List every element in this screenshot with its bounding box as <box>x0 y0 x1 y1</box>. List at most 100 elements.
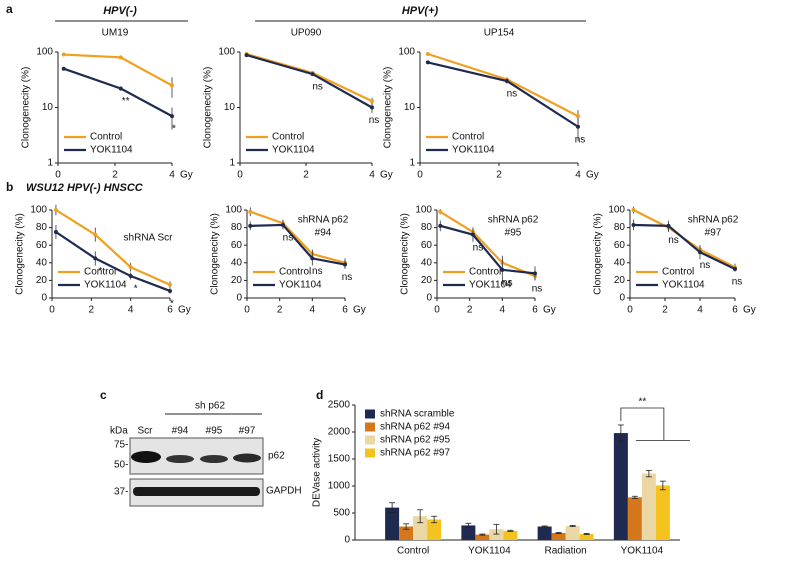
band-label: p62 <box>268 451 285 462</box>
x-tick-label: 2 <box>112 170 118 181</box>
data-line <box>55 209 171 286</box>
data-point <box>438 209 443 214</box>
mw-marker: 37- <box>114 487 128 498</box>
legend-label: Control <box>469 267 501 278</box>
y-tick-label: 10 <box>224 102 236 113</box>
band <box>131 451 161 463</box>
chart-title: #94 <box>315 228 332 239</box>
data-line <box>249 210 346 264</box>
legend-label: Control <box>279 267 311 278</box>
significance-label: ns <box>732 277 743 288</box>
legend-label: shRNA p62 #97 <box>380 448 450 459</box>
legend-label: Control <box>452 132 484 143</box>
y-tick-label: 40 <box>231 257 243 268</box>
significance-label: * <box>172 124 176 135</box>
blot-group-label: sh p62 <box>195 401 225 412</box>
x-tick-label: 4 <box>128 305 134 316</box>
legend-label: YOK1104 <box>469 280 512 291</box>
lane-label: #97 <box>239 426 256 437</box>
y-tick-label: 2000 <box>328 427 351 438</box>
y-tick-label: 40 <box>614 257 626 268</box>
bar <box>565 525 580 540</box>
data-point <box>343 262 347 267</box>
bar <box>641 473 656 540</box>
data-point <box>504 79 509 84</box>
bar <box>613 433 628 540</box>
y-tick-label: 100 <box>225 205 242 216</box>
y-tick-label: 100 <box>218 47 235 58</box>
panel-label: d <box>316 388 323 402</box>
significance-label: ns <box>700 260 711 271</box>
y-tick-label: 500 <box>333 508 350 519</box>
x-axis-label: Gy <box>353 305 366 316</box>
y-axis-label: DEVase activity <box>312 438 323 507</box>
data-point <box>170 114 174 119</box>
data-point <box>370 99 374 104</box>
data-point <box>128 274 133 278</box>
x-tick-label: 6 <box>532 305 538 316</box>
bar <box>385 507 400 540</box>
y-tick-label: 1 <box>47 158 53 169</box>
legend-swatch <box>365 422 375 432</box>
y-tick-label: 0 <box>426 293 432 304</box>
y-axis-label: Clonogenecity (%) <box>15 213 26 295</box>
legend-label: YOK1104 <box>90 145 133 156</box>
significance-label: * <box>170 299 174 310</box>
legend-label: YOK1104 <box>662 280 705 291</box>
x-tick-label: 4 <box>697 305 703 316</box>
x-tick-label: 4 <box>169 170 175 181</box>
blot-unit: kDa <box>110 426 128 437</box>
data-point <box>631 222 636 227</box>
data-point <box>733 266 737 271</box>
data-point <box>370 105 374 110</box>
y-axis-label: Clonogenecity (%) <box>203 67 214 149</box>
panel-label: a <box>6 2 13 16</box>
data-line <box>427 61 579 128</box>
data-point <box>170 83 174 88</box>
bar <box>399 526 414 540</box>
data-point <box>310 256 315 261</box>
y-tick-label: 20 <box>231 275 243 286</box>
x-tick-label: 0 <box>434 305 440 316</box>
chart-title: UM19 <box>102 28 129 39</box>
group-header: HPV(+) <box>402 5 439 17</box>
data-point <box>470 232 475 237</box>
significance-label: ns <box>532 284 543 295</box>
data-point <box>533 271 537 276</box>
x-tick-label: YOK1104 <box>621 546 664 557</box>
y-tick-label: 80 <box>36 222 48 233</box>
x-tick-label: 0 <box>627 305 633 316</box>
band-label: GAPDH <box>266 486 302 497</box>
y-tick-label: 80 <box>614 222 626 233</box>
data-point <box>425 52 430 57</box>
x-axis-label: Gy <box>178 305 191 316</box>
x-tick-label: 2 <box>303 170 309 181</box>
y-tick-label: 1 <box>229 158 235 169</box>
lane-label: Scr <box>138 426 154 437</box>
x-tick-label: 0 <box>417 170 423 181</box>
y-axis-label: Clonogenecity (%) <box>21 67 32 149</box>
y-tick-label: 0 <box>236 293 242 304</box>
lane-label: #95 <box>206 426 223 437</box>
chart-title: shRNA p62 <box>688 215 739 226</box>
chart-title: UP090 <box>291 28 322 39</box>
data-point <box>53 208 58 212</box>
data-point <box>576 124 580 129</box>
data-point <box>168 288 172 293</box>
band <box>200 455 228 463</box>
x-tick-label: 4 <box>500 305 506 316</box>
y-tick-label: 20 <box>614 275 626 286</box>
y-tick-label: 40 <box>36 257 48 268</box>
data-line <box>246 54 373 109</box>
y-axis-label: Clonogenecity (%) <box>210 213 221 295</box>
data-line <box>633 223 736 270</box>
legend-label: Control <box>90 132 122 143</box>
x-tick-label: 2 <box>467 305 473 316</box>
x-tick-label: Radiation <box>544 546 586 557</box>
y-tick-label: 100 <box>608 205 625 216</box>
x-tick-label: 0 <box>55 170 61 181</box>
data-point <box>631 208 636 212</box>
data-line <box>63 53 173 87</box>
y-tick-label: 60 <box>421 240 433 251</box>
